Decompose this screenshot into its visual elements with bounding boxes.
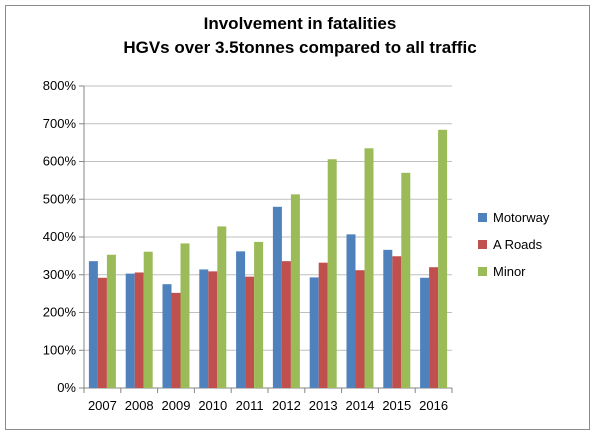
bar-motorway-2014 <box>346 234 356 388</box>
bar-minor-2014 <box>364 148 374 388</box>
bar-a-roads-2011 <box>245 276 255 388</box>
bar-minor-2013 <box>327 159 337 388</box>
y-tick-label: 500% <box>43 191 77 206</box>
bar-a-roads-2012 <box>281 261 291 388</box>
bar-minor-2015 <box>401 172 411 388</box>
x-tick-label: 2011 <box>236 398 264 413</box>
y-tick-label: 300% <box>43 267 77 282</box>
x-tick-label: 2008 <box>125 398 154 413</box>
bar-motorway-2012 <box>272 206 282 388</box>
x-tick-label: 2007 <box>88 398 117 413</box>
y-tick-label: 200% <box>43 305 77 320</box>
x-tick-label: 2009 <box>162 398 191 413</box>
legend-swatch-motorway <box>478 213 487 222</box>
y-tick-label: 0% <box>57 380 76 395</box>
bar-a-roads-2007 <box>97 277 107 388</box>
legend-swatch-a-roads <box>478 240 487 249</box>
legend-swatch-minor <box>478 267 487 276</box>
x-tick-label: 2012 <box>272 398 301 413</box>
x-tick-label: 2014 <box>346 398 375 413</box>
bar-a-roads-2010 <box>208 271 218 388</box>
bar-minor-2016 <box>438 129 448 389</box>
y-tick-label: 800% <box>43 78 77 93</box>
legend-label-minor: Minor <box>493 264 526 279</box>
bar-minor-2010 <box>217 226 227 388</box>
x-tick-label: 2016 <box>419 398 448 413</box>
bar-motorway-2015 <box>383 249 393 388</box>
bar-minor-2008 <box>143 251 153 388</box>
bar-a-roads-2009 <box>171 292 181 388</box>
legend-label-motorway: Motorway <box>493 210 550 225</box>
bar-motorway-2010 <box>199 269 209 388</box>
bar-minor-2011 <box>254 241 264 388</box>
bar-a-roads-2016 <box>429 267 439 388</box>
bar-motorway-2007 <box>88 261 98 388</box>
bar-motorway-2013 <box>309 277 319 388</box>
y-tick-label: 700% <box>43 116 77 131</box>
bar-a-roads-2015 <box>392 256 402 388</box>
bar-a-roads-2008 <box>134 272 144 388</box>
bar-a-roads-2013 <box>318 262 328 388</box>
x-tick-label: 2013 <box>309 398 338 413</box>
bar-a-roads-2014 <box>355 270 365 388</box>
bar-motorway-2011 <box>236 251 246 388</box>
bar-motorway-2009 <box>162 284 172 388</box>
legend-label-a-roads: A Roads <box>493 237 543 252</box>
y-tick-label: 400% <box>43 229 77 244</box>
bar-minor-2012 <box>290 194 300 388</box>
chart-title-line-2: HGVs over 3.5tonnes compared to all traf… <box>123 38 477 57</box>
bar-motorway-2016 <box>420 277 430 388</box>
y-tick-label: 600% <box>43 154 77 169</box>
x-tick-label: 2015 <box>382 398 411 413</box>
x-tick-label: 2010 <box>198 398 227 413</box>
chart-title-line-1: Involvement in fatalities <box>203 14 397 33</box>
bar-motorway-2008 <box>125 273 135 388</box>
y-tick-label: 100% <box>43 342 77 357</box>
bar-minor-2009 <box>180 243 190 388</box>
bar-minor-2007 <box>106 254 116 388</box>
